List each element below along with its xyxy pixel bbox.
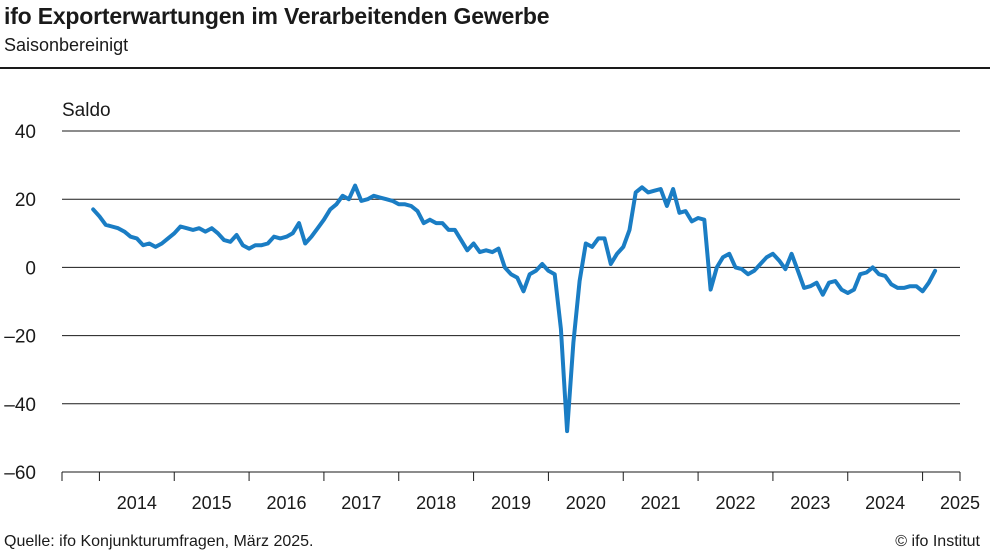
x-tick-label: 2021 [641,493,681,513]
y-tick-label: 20 [15,190,36,211]
x-tick-label: 2024 [865,493,905,513]
x-axis: 2014 2015 2016 2017 2018 2019 2020 2021 2022 2023… [61,472,980,513]
y-tick-label: –60 [4,463,36,484]
title-divider [0,67,990,69]
series-line [91,183,938,434]
y-tick-label: 40 [15,122,36,143]
x-tick-label: 2023 [790,493,830,513]
y-axis-label: Saldo [62,100,111,121]
x-tick-label: 2018 [416,493,456,513]
x-tick-label: 2025 [940,493,980,513]
x-tick-label: 2019 [491,493,531,513]
x-tick-label: 2014 [117,493,157,513]
x-tick-label: 2017 [341,493,381,513]
y-tick-labels: 40 20 0 –20 –40 –60 [4,122,36,484]
y-tick-label: –40 [4,395,36,416]
x-tick-label: 2020 [566,493,606,513]
chart-subtitle: Saisonbereinigt [4,35,129,55]
x-tick-label: 2022 [715,493,755,513]
chart-title: ifo Exporterwartungen im Verarbeitenden … [4,3,550,29]
series-layer [91,183,938,434]
grid-lines [62,130,960,473]
source-note: Quelle: ifo Konjunkturumfragen, März 202… [4,533,314,550]
y-tick-label: 0 [25,258,36,279]
x-tick-label: 2016 [266,493,306,513]
x-tick-label: 2015 [192,493,232,513]
copyright-note: © ifo Institut [895,533,980,550]
y-tick-label: –20 [4,327,36,348]
